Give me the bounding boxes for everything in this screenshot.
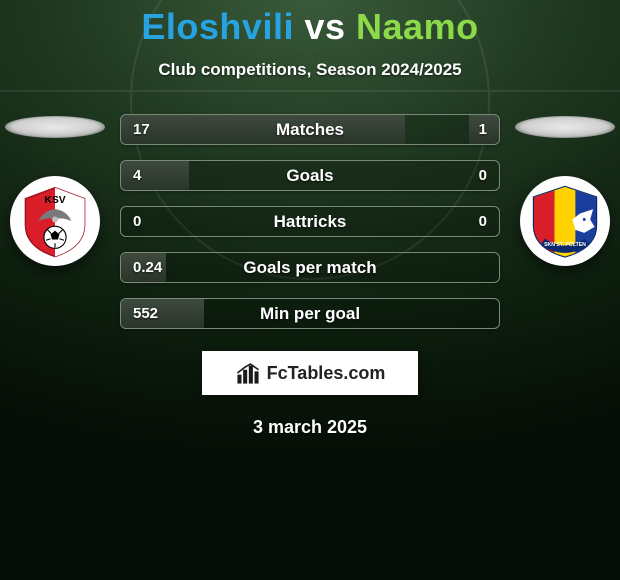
stat-label: Hattricks xyxy=(121,212,499,232)
stat-value-right: 0 xyxy=(467,167,499,184)
subtitle: Club competitions, Season 2024/2025 xyxy=(0,60,620,80)
player2-name: Naamo xyxy=(356,6,479,47)
stat-value-right: 1 xyxy=(467,121,499,138)
stat-row: 17Matches1 xyxy=(120,114,500,145)
stat-label: Matches xyxy=(121,120,499,140)
chart-icon xyxy=(235,360,261,386)
left-side-col: KSV xyxy=(0,114,110,266)
right-side-col: SKN ST. PÖLTEN xyxy=(510,114,620,266)
stat-row: 0Hattricks0 xyxy=(120,206,500,237)
brand-text: FcTables.com xyxy=(267,363,386,384)
stat-row: 552Min per goal xyxy=(120,298,500,329)
main-row: KSV 17Matches14Goals00Hattricks00.24Goal… xyxy=(0,114,620,329)
vs-text: vs xyxy=(304,6,345,47)
page-title: Eloshvili vs Naamo xyxy=(0,0,620,48)
right-crest: SKN ST. PÖLTEN xyxy=(520,176,610,266)
svg-text:KSV: KSV xyxy=(44,195,65,206)
right-shadow-ellipse xyxy=(515,116,615,138)
stat-label: Goals per match xyxy=(121,258,499,278)
ksv-crest-icon: KSV xyxy=(18,184,92,258)
content-root: Eloshvili vs Naamo Club competitions, Se… xyxy=(0,0,620,580)
left-crest: KSV xyxy=(10,176,100,266)
brand-box: FcTables.com xyxy=(202,351,418,395)
stat-row: 0.24Goals per match xyxy=(120,252,500,283)
stats-column: 17Matches14Goals00Hattricks00.24Goals pe… xyxy=(120,114,500,329)
player1-name: Eloshvili xyxy=(141,6,294,47)
date-text: 3 march 2025 xyxy=(0,417,620,438)
stat-label: Goals xyxy=(121,166,499,186)
skn-crest-icon: SKN ST. PÖLTEN xyxy=(528,184,602,258)
stat-value-right: 0 xyxy=(467,213,499,230)
stat-label: Min per goal xyxy=(121,304,499,324)
left-shadow-ellipse xyxy=(5,116,105,138)
svg-text:SKN ST. PÖLTEN: SKN ST. PÖLTEN xyxy=(544,241,586,248)
stat-row: 4Goals0 xyxy=(120,160,500,191)
